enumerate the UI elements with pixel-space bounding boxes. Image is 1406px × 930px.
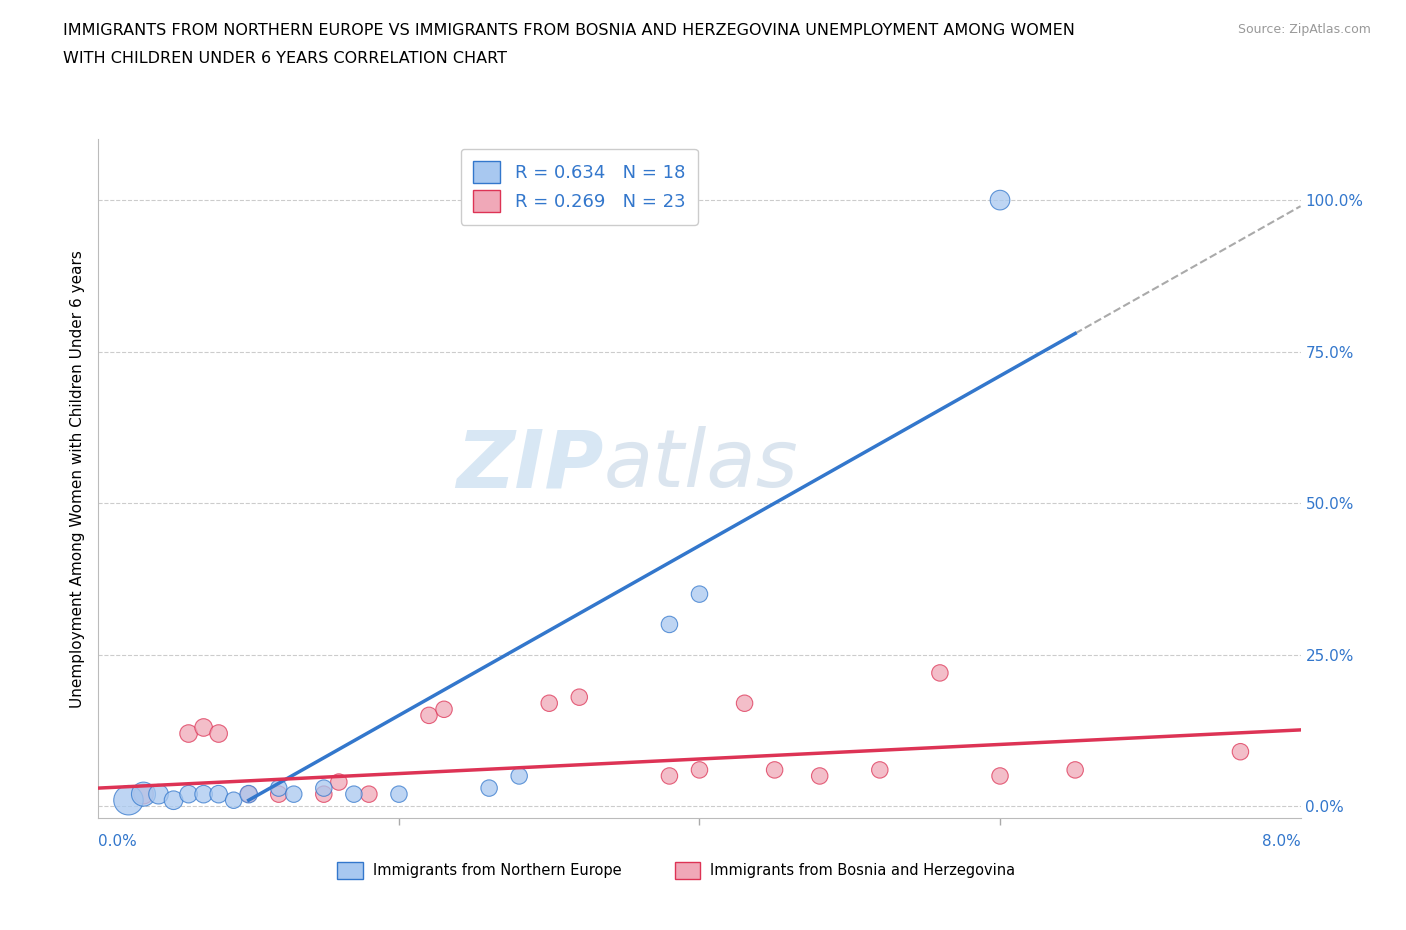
Point: [238, 787, 260, 802]
Point: [208, 726, 231, 741]
Point: [988, 768, 1011, 783]
Point: [132, 787, 155, 802]
Point: [193, 787, 215, 802]
Point: [267, 780, 290, 795]
Point: [148, 787, 170, 802]
Point: [988, 193, 1011, 207]
Text: Immigrants from Bosnia and Herzegovina: Immigrants from Bosnia and Herzegovina: [710, 863, 1015, 878]
Point: [162, 792, 184, 807]
Point: [343, 787, 366, 802]
Point: [1064, 763, 1087, 777]
Point: [734, 696, 756, 711]
Text: IMMIGRANTS FROM NORTHERN EUROPE VS IMMIGRANTS FROM BOSNIA AND HERZEGOVINA UNEMPL: IMMIGRANTS FROM NORTHERN EUROPE VS IMMIG…: [63, 23, 1076, 38]
Point: [132, 787, 155, 802]
Point: [388, 787, 411, 802]
Point: [208, 787, 231, 802]
Text: ZIP: ZIP: [456, 426, 603, 504]
Point: [222, 792, 245, 807]
Point: [658, 617, 681, 631]
Text: Source: ZipAtlas.com: Source: ZipAtlas.com: [1237, 23, 1371, 36]
Point: [568, 690, 591, 705]
Text: 8.0%: 8.0%: [1261, 833, 1301, 848]
Y-axis label: Unemployment Among Women with Children Under 6 years: Unemployment Among Women with Children U…: [69, 250, 84, 708]
Point: [312, 787, 335, 802]
Point: [267, 787, 290, 802]
Point: [193, 720, 215, 735]
Point: [328, 775, 350, 790]
Text: atlas: atlas: [603, 426, 799, 504]
Point: [1229, 744, 1251, 759]
Text: Immigrants from Northern Europe: Immigrants from Northern Europe: [373, 863, 621, 878]
Point: [689, 763, 711, 777]
Point: [478, 780, 501, 795]
Point: [928, 666, 950, 681]
Point: [357, 787, 380, 802]
Text: 0.0%: 0.0%: [98, 833, 138, 848]
Point: [418, 708, 440, 723]
Point: [117, 792, 139, 807]
Point: [177, 726, 200, 741]
Point: [283, 787, 305, 802]
Point: [177, 787, 200, 802]
Point: [869, 763, 891, 777]
Point: [658, 768, 681, 783]
Point: [433, 702, 456, 717]
Point: [312, 780, 335, 795]
Point: [689, 587, 711, 602]
Point: [538, 696, 561, 711]
Text: WITH CHILDREN UNDER 6 YEARS CORRELATION CHART: WITH CHILDREN UNDER 6 YEARS CORRELATION …: [63, 51, 508, 66]
Point: [808, 768, 831, 783]
Point: [508, 768, 530, 783]
Legend: R = 0.634   N = 18, R = 0.269   N = 23: R = 0.634 N = 18, R = 0.269 N = 23: [461, 149, 697, 225]
Point: [763, 763, 786, 777]
Point: [238, 787, 260, 802]
